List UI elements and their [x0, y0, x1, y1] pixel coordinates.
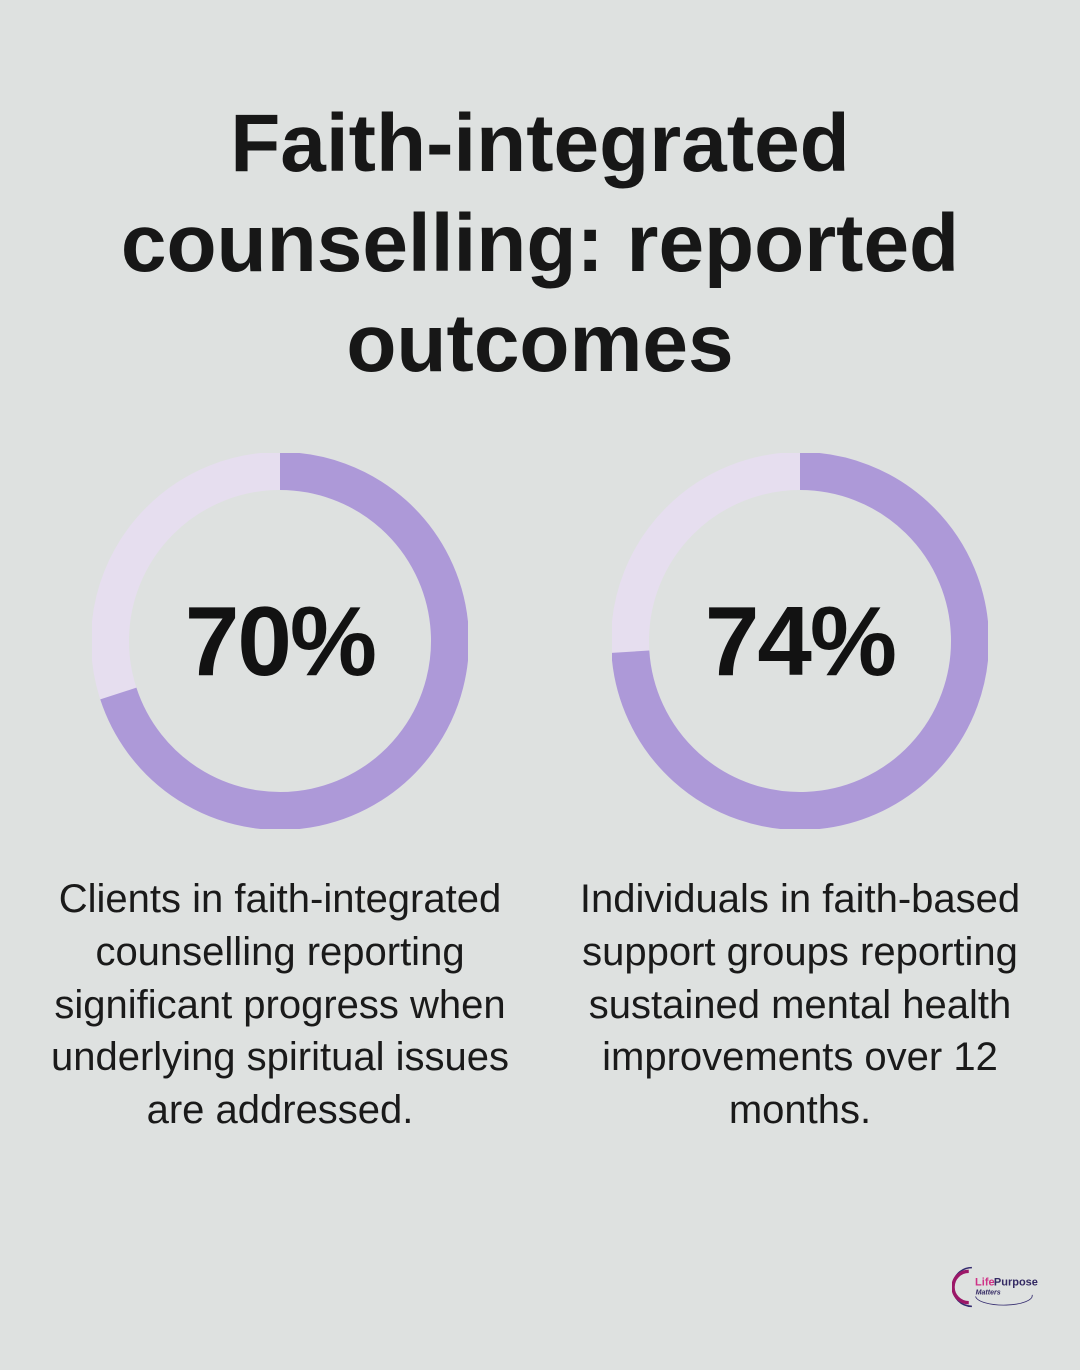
svg-text:Life: Life [975, 1276, 995, 1288]
svg-text:Purpose: Purpose [994, 1276, 1038, 1288]
svg-text:Matters: Matters [976, 1289, 1001, 1296]
